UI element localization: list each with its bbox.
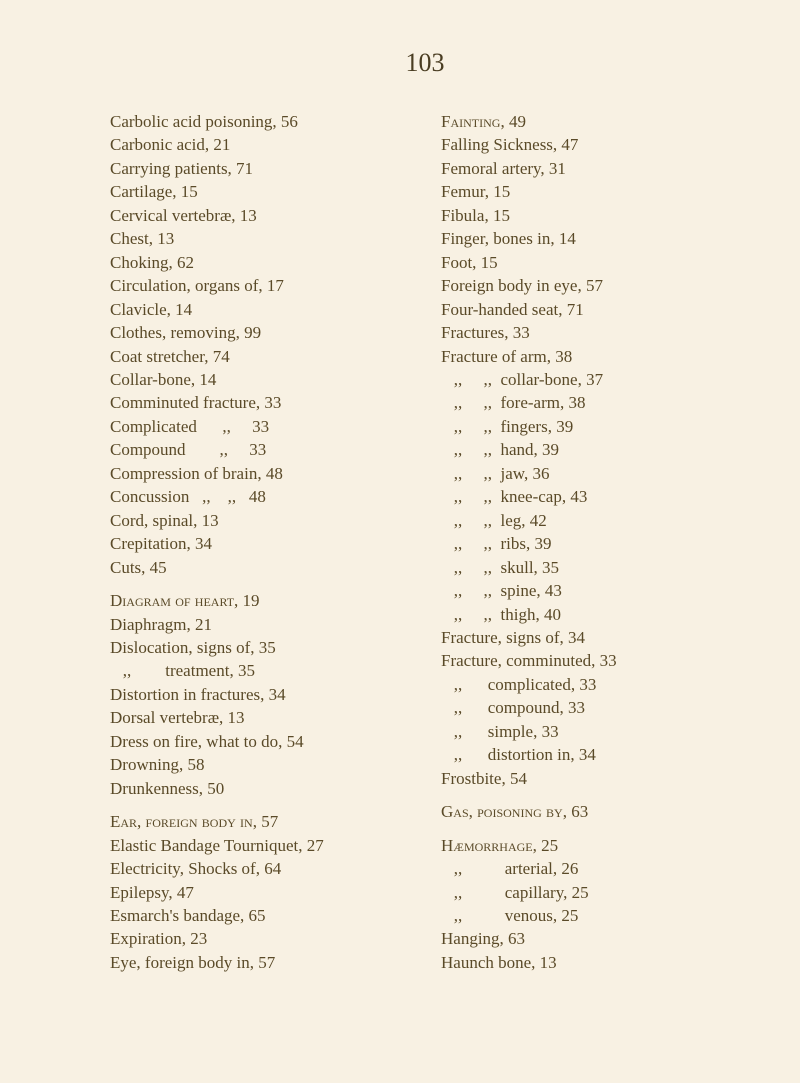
index-entry: Drowning, 58 [110, 753, 409, 776]
index-entry: ,, complicated, 33 [441, 673, 740, 696]
index-entry: ,, ,, jaw, 36 [441, 462, 740, 485]
index-entry: ,, ,, fore-arm, 38 [441, 391, 740, 414]
index-entry: Eye, foreign body in, 57 [110, 951, 409, 974]
index-entry: ,, capillary, 25 [441, 881, 740, 904]
index-entry: Circulation, organs of, 17 [110, 274, 409, 297]
index-entry: Four-handed seat, 71 [441, 298, 740, 321]
section-gap [441, 790, 740, 800]
index-entry: Cartilage, 15 [110, 180, 409, 203]
index-entry: Distortion in fractures, 34 [110, 683, 409, 706]
index-entry: Coat stretcher, 74 [110, 345, 409, 368]
index-entry: Femoral artery, 31 [441, 157, 740, 180]
index-entry: Crepitation, 34 [110, 532, 409, 555]
index-entry: ,, ,, spine, 43 [441, 579, 740, 602]
index-entry: Cord, spinal, 13 [110, 509, 409, 532]
index-entry: Carbonic acid, 21 [110, 133, 409, 156]
left-column: Carbolic acid poisoning, 56Carbonic acid… [110, 110, 409, 974]
index-entry: Choking, 62 [110, 251, 409, 274]
index-entry: Haunch bone, 13 [441, 951, 740, 974]
index-entry: Compound ,, 33 [110, 438, 409, 461]
index-entry: Expiration, 23 [110, 927, 409, 950]
right-column: Fainting, 49Falling Sickness, 47Femoral … [441, 110, 740, 974]
index-entry: Finger, bones in, 14 [441, 227, 740, 250]
page-container: 103 Carbolic acid poisoning, 56Carbonic … [0, 0, 800, 1014]
index-entry: Gas, poisoning by, 63 [441, 800, 740, 823]
index-entry: Fractures, 33 [441, 321, 740, 344]
index-entry: Clothes, removing, 99 [110, 321, 409, 344]
index-entry: ,, ,, thigh, 40 [441, 603, 740, 626]
index-entry: ,, simple, 33 [441, 720, 740, 743]
index-entry: ,, ,, leg, 42 [441, 509, 740, 532]
index-entry: Fainting, 49 [441, 110, 740, 133]
index-entry: ,, ,, hand, 39 [441, 438, 740, 461]
index-entry: Fibula, 15 [441, 204, 740, 227]
index-entry: Hæmorrhage, 25 [441, 834, 740, 857]
index-entry: Carrying patients, 71 [110, 157, 409, 180]
index-entry: ,, ,, ribs, 39 [441, 532, 740, 555]
index-entry: ,, ,, collar-bone, 37 [441, 368, 740, 391]
index-entry: Fracture of arm, 38 [441, 345, 740, 368]
index-entry: Cervical vertebræ, 13 [110, 204, 409, 227]
index-entry: Compression of brain, 48 [110, 462, 409, 485]
index-entry: Complicated ,, 33 [110, 415, 409, 438]
columns-container: Carbolic acid poisoning, 56Carbonic acid… [110, 110, 740, 974]
index-entry: Dress on fire, what to do, 54 [110, 730, 409, 753]
index-entry: Fracture, signs of, 34 [441, 626, 740, 649]
index-entry: Ear, foreign body in, 57 [110, 810, 409, 833]
page-number: 103 [110, 48, 740, 78]
index-entry: Chest, 13 [110, 227, 409, 250]
index-entry: Falling Sickness, 47 [441, 133, 740, 156]
index-entry: Cuts, 45 [110, 556, 409, 579]
index-entry: ,, distortion in, 34 [441, 743, 740, 766]
index-entry: Collar-bone, 14 [110, 368, 409, 391]
index-entry: ,, treatment, 35 [110, 659, 409, 682]
index-entry: Electricity, Shocks of, 64 [110, 857, 409, 880]
index-entry: Clavicle, 14 [110, 298, 409, 321]
index-entry: Dislocation, signs of, 35 [110, 636, 409, 659]
index-entry: Esmarch's bandage, 65 [110, 904, 409, 927]
index-entry: ,, arterial, 26 [441, 857, 740, 880]
index-entry: Drunkenness, 50 [110, 777, 409, 800]
index-entry: Concussion ,, ,, 48 [110, 485, 409, 508]
index-entry: Elastic Bandage Tourniquet, 27 [110, 834, 409, 857]
index-entry: Hanging, 63 [441, 927, 740, 950]
index-entry: Epilepsy, 47 [110, 881, 409, 904]
index-entry: ,, ,, knee-cap, 43 [441, 485, 740, 508]
section-gap [110, 800, 409, 810]
section-gap [110, 579, 409, 589]
section-gap [441, 824, 740, 834]
index-entry: Femur, 15 [441, 180, 740, 203]
index-entry: ,, venous, 25 [441, 904, 740, 927]
index-entry: Dorsal vertebræ, 13 [110, 706, 409, 729]
index-entry: Fracture, comminuted, 33 [441, 649, 740, 672]
index-entry: ,, ,, fingers, 39 [441, 415, 740, 438]
index-entry: Frostbite, 54 [441, 767, 740, 790]
index-entry: Comminuted fracture, 33 [110, 391, 409, 414]
index-entry: Diaphragm, 21 [110, 613, 409, 636]
index-entry: ,, ,, skull, 35 [441, 556, 740, 579]
index-entry: Foot, 15 [441, 251, 740, 274]
index-entry: Carbolic acid poisoning, 56 [110, 110, 409, 133]
index-entry: ,, compound, 33 [441, 696, 740, 719]
index-entry: Foreign body in eye, 57 [441, 274, 740, 297]
index-entry: Diagram of heart, 19 [110, 589, 409, 612]
